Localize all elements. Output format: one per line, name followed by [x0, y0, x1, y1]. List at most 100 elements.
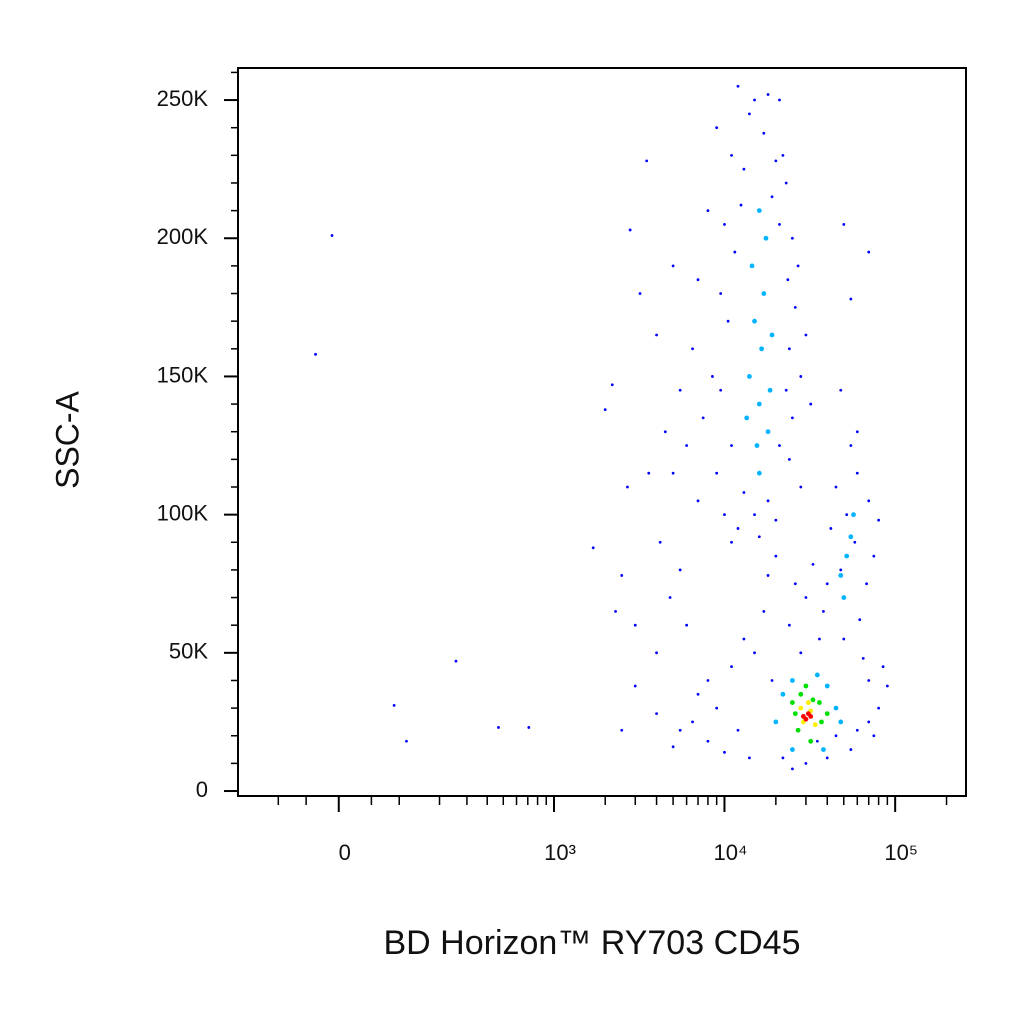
data-point	[610, 383, 614, 387]
data-point	[706, 209, 710, 213]
data-point	[761, 291, 767, 296]
data-point	[730, 665, 733, 669]
data-point	[774, 159, 778, 163]
x-axis-label: BD Horizon™ RY703 CD45	[384, 924, 801, 962]
data-point	[742, 491, 746, 494]
data-point	[647, 471, 651, 475]
data-point	[671, 745, 675, 749]
data-point	[591, 546, 595, 550]
y-tick-label: 50K	[169, 639, 208, 664]
data-point	[691, 347, 694, 351]
data-point	[766, 499, 770, 503]
data-point	[780, 691, 786, 697]
data-point	[691, 720, 694, 724]
x-tick-label: 10⁴	[714, 840, 748, 865]
data-point	[747, 374, 752, 379]
data-point	[834, 485, 838, 489]
y-axis-label: SSC-A	[49, 390, 85, 488]
data-point	[790, 767, 794, 771]
data-point	[756, 208, 762, 214]
data-point	[808, 738, 814, 744]
data-point	[715, 471, 719, 475]
data-point	[793, 305, 797, 309]
data-point	[855, 728, 859, 732]
data-point	[742, 167, 746, 171]
data-point	[748, 112, 751, 116]
plot-area	[314, 84, 889, 771]
data-point	[855, 471, 859, 475]
data-point	[756, 401, 762, 407]
data-point	[454, 659, 458, 663]
data-point	[877, 518, 881, 522]
data-point	[696, 499, 700, 503]
data-point	[766, 93, 770, 96]
data-point	[730, 540, 733, 544]
data-point	[330, 234, 334, 237]
data-point	[767, 387, 773, 393]
data-point	[759, 346, 764, 352]
data-point	[701, 416, 705, 420]
data-point	[867, 250, 871, 254]
data-point	[314, 352, 317, 356]
y-tick-label: 200K	[157, 224, 209, 249]
data-point	[799, 651, 803, 655]
data-point	[817, 700, 822, 705]
data-point	[706, 739, 710, 743]
data-point	[861, 656, 865, 660]
data-point	[885, 684, 889, 688]
data-point	[753, 513, 756, 517]
data-point	[706, 679, 710, 682]
data-point	[784, 181, 788, 185]
data-point	[628, 228, 632, 232]
data-point	[825, 756, 829, 760]
data-point	[789, 747, 795, 752]
data-point	[814, 672, 820, 678]
data-point	[804, 761, 808, 765]
data-point	[645, 159, 649, 163]
data-point	[620, 574, 624, 577]
data-point	[671, 264, 675, 268]
data-point	[763, 235, 769, 241]
data-point	[497, 726, 500, 729]
data-point	[739, 203, 743, 207]
data-point	[744, 415, 750, 421]
data-point	[620, 728, 624, 732]
data-point	[819, 719, 824, 725]
data-point	[825, 582, 829, 586]
data-point	[405, 739, 408, 743]
data-point	[872, 554, 876, 558]
data-point	[773, 719, 779, 725]
data-point	[678, 728, 682, 732]
data-point	[719, 292, 723, 295]
data-point	[671, 471, 675, 475]
data-point	[808, 714, 814, 719]
data-point	[638, 292, 642, 295]
y-tick-label: 100K	[157, 500, 209, 525]
data-point	[792, 711, 798, 717]
data-point	[658, 540, 662, 544]
data-point	[798, 705, 804, 711]
data-point	[877, 706, 881, 710]
data-point	[841, 595, 847, 600]
data-point	[834, 734, 838, 738]
data-point	[774, 518, 778, 522]
data-point	[824, 711, 830, 717]
data-point	[723, 750, 726, 754]
data-point	[723, 513, 726, 517]
x-tick-label: 0	[339, 840, 351, 865]
data-point	[711, 375, 714, 378]
data-point	[818, 637, 821, 641]
data-point	[845, 513, 849, 517]
data-point	[799, 485, 803, 489]
data-point	[655, 712, 658, 716]
data-point	[787, 457, 791, 461]
data-point	[811, 562, 815, 566]
data-point	[787, 623, 791, 627]
data-point	[753, 98, 756, 102]
data-point	[815, 739, 819, 743]
data-point	[786, 278, 790, 282]
data-point	[766, 574, 770, 577]
data-point	[753, 651, 756, 655]
data-point	[749, 263, 755, 269]
